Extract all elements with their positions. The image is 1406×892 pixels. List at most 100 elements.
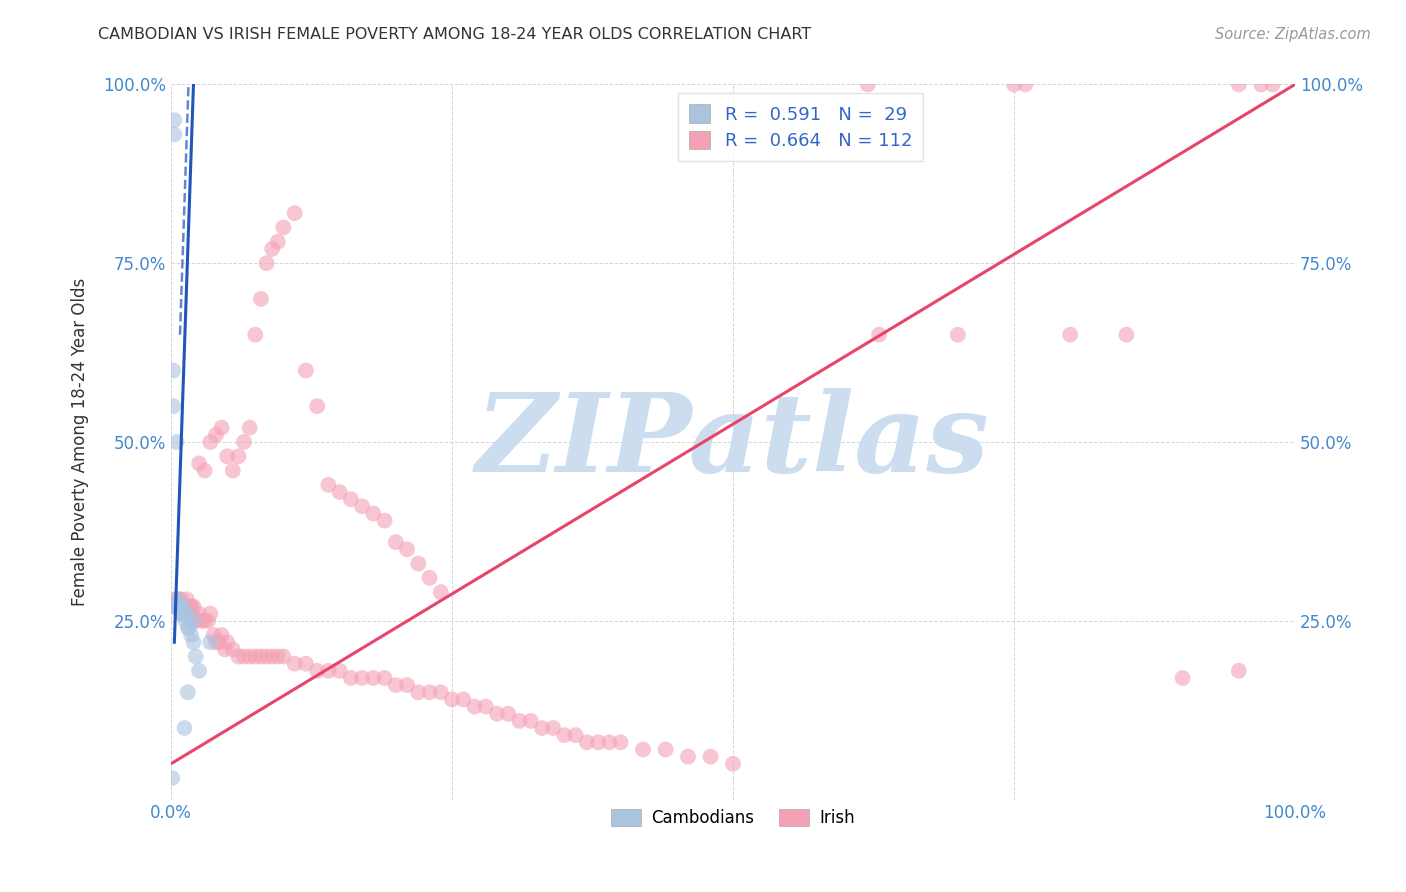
Point	[169, 599, 191, 614]
Point	[208, 635, 231, 649]
Point	[352, 500, 374, 514]
Legend: Cambodians, Irish: Cambodians, Irish	[605, 803, 862, 834]
Point	[166, 599, 188, 614]
Point	[179, 599, 201, 614]
Point	[541, 721, 564, 735]
Point	[519, 714, 541, 728]
Point	[1171, 671, 1194, 685]
Point	[463, 699, 485, 714]
Point	[177, 599, 200, 614]
Point	[180, 628, 202, 642]
Point	[173, 599, 195, 614]
Point	[163, 128, 186, 142]
Point	[172, 607, 194, 621]
Point	[1014, 78, 1036, 92]
Point	[211, 420, 233, 434]
Point	[163, 113, 186, 128]
Point	[395, 542, 418, 557]
Point	[1250, 78, 1272, 92]
Point	[202, 628, 225, 642]
Point	[418, 571, 440, 585]
Point	[340, 671, 363, 685]
Point	[609, 735, 631, 749]
Point	[205, 635, 228, 649]
Point	[307, 664, 329, 678]
Point	[1059, 327, 1081, 342]
Point	[177, 621, 200, 635]
Point	[169, 599, 191, 614]
Point	[172, 607, 194, 621]
Point	[676, 749, 699, 764]
Point	[385, 535, 408, 549]
Point	[267, 649, 290, 664]
Point	[170, 607, 193, 621]
Point	[406, 685, 429, 699]
Point	[184, 649, 207, 664]
Point	[181, 607, 204, 621]
Point	[262, 649, 284, 664]
Point	[217, 635, 239, 649]
Point	[166, 599, 188, 614]
Point	[217, 450, 239, 464]
Point	[256, 649, 278, 664]
Point	[575, 735, 598, 749]
Point	[429, 585, 451, 599]
Point	[214, 642, 236, 657]
Point	[169, 599, 191, 614]
Point	[295, 657, 318, 671]
Point	[496, 706, 519, 721]
Point	[173, 721, 195, 735]
Point	[631, 742, 654, 756]
Point	[239, 649, 262, 664]
Point	[176, 592, 198, 607]
Point	[239, 420, 262, 434]
Point	[307, 399, 329, 413]
Point	[190, 614, 212, 628]
Point	[183, 599, 205, 614]
Point	[250, 649, 273, 664]
Point	[176, 607, 198, 621]
Point	[250, 292, 273, 306]
Point	[165, 592, 187, 607]
Point	[1227, 664, 1250, 678]
Point	[177, 621, 200, 635]
Point	[474, 699, 496, 714]
Point	[188, 664, 211, 678]
Point	[163, 599, 186, 614]
Point	[284, 206, 307, 220]
Point	[177, 607, 200, 621]
Point	[166, 592, 188, 607]
Point	[352, 671, 374, 685]
Point	[406, 557, 429, 571]
Point	[162, 363, 184, 377]
Point	[167, 599, 190, 614]
Point	[183, 614, 205, 628]
Point	[856, 78, 879, 92]
Point	[160, 771, 183, 785]
Point	[1261, 78, 1284, 92]
Point	[318, 478, 340, 492]
Point	[205, 427, 228, 442]
Point	[172, 599, 194, 614]
Point	[197, 614, 219, 628]
Point	[699, 749, 721, 764]
Point	[395, 678, 418, 692]
Point	[256, 256, 278, 270]
Text: CAMBODIAN VS IRISH FEMALE POVERTY AMONG 18-24 YEAR OLDS CORRELATION CHART: CAMBODIAN VS IRISH FEMALE POVERTY AMONG …	[98, 27, 811, 42]
Point	[174, 614, 197, 628]
Y-axis label: Female Poverty Among 18-24 Year Olds: Female Poverty Among 18-24 Year Olds	[72, 277, 89, 606]
Point	[1002, 78, 1025, 92]
Point	[1115, 327, 1137, 342]
Point	[245, 649, 267, 664]
Point	[222, 642, 245, 657]
Point	[654, 742, 676, 756]
Point	[385, 678, 408, 692]
Point	[165, 599, 187, 614]
Point	[485, 706, 508, 721]
Point	[508, 714, 530, 728]
Point	[262, 242, 284, 256]
Point	[363, 671, 385, 685]
Point	[530, 721, 553, 735]
Point	[340, 492, 363, 507]
Point	[273, 649, 295, 664]
